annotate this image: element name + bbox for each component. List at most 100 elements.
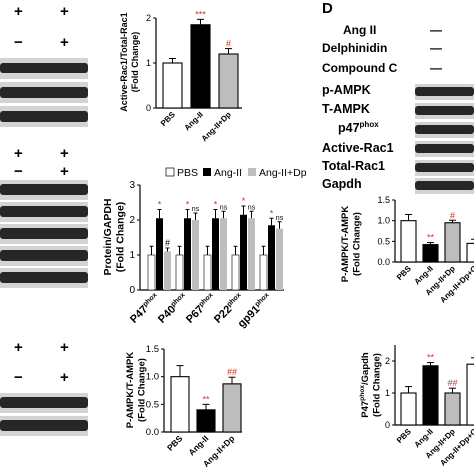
y-axis-title: Protein/GAPDH xyxy=(102,198,114,275)
x-tick-label: Ang-II xyxy=(186,433,210,457)
bar-pbs xyxy=(400,220,417,263)
bar-p22-pbs xyxy=(231,254,240,291)
significance-marker: # xyxy=(450,210,455,220)
y-tick-label: 0 xyxy=(385,420,390,430)
row3-sign-bottom-1: − xyxy=(14,369,23,386)
bar-ang-ii xyxy=(422,244,439,263)
row2-sign-top-2: + xyxy=(60,145,69,162)
bar-p47-pbs xyxy=(147,254,156,291)
blot-band xyxy=(0,206,88,217)
significance-marker: ** xyxy=(202,394,210,404)
bar-p47-ang-ii xyxy=(156,218,163,290)
row2-sign-bottom-2: + xyxy=(60,163,69,180)
blot-band xyxy=(415,144,474,153)
significance-marker: # xyxy=(165,238,170,248)
legend-label-pbs: PBS xyxy=(177,167,198,179)
row1-sign-bottom-2: + xyxy=(60,34,69,51)
y-tick-label: 2 xyxy=(146,13,151,23)
blot-label-p47: p47phox xyxy=(338,120,379,135)
bar-p40-ang-ii-dp xyxy=(192,220,199,290)
treatment-value-compound-c: — xyxy=(430,61,442,75)
x-tick-label: Ang-II+Dp xyxy=(200,110,233,143)
blot-band xyxy=(0,63,88,73)
bar-ang-ii-dp xyxy=(218,53,239,109)
bar-gp91-ang-ii-dp xyxy=(276,228,283,290)
bar-ang-ii xyxy=(190,24,211,109)
bar-ang-ii xyxy=(422,365,439,426)
bar-p67-ang-ii-dp xyxy=(220,218,227,290)
panel-d-treatments: Ang II — Delphinidin — Compound C — xyxy=(322,23,442,75)
bar-p22-ang-ii-dp xyxy=(248,218,255,290)
significance-marker: ## xyxy=(227,367,237,377)
panel-d-blot-labels: p-AMPK T-AMPK p47phox Active-Rac1 Total-… xyxy=(322,83,394,191)
bar-p22-ang-ii xyxy=(240,214,247,290)
bar-pbs xyxy=(170,376,190,433)
significance-marker: *** xyxy=(195,9,206,19)
ampk-chart: 0.0 0.5 1.0 1.5 P-AMPK/T-AMPK (Fold Change) PB… xyxy=(125,344,242,469)
x-tick-label: PBS xyxy=(159,110,177,128)
row2-sign-top-1: + xyxy=(14,145,23,162)
panel-d-letter: D xyxy=(322,0,333,17)
y-axis-title: P47phox/Gapdh xyxy=(359,352,371,418)
row1-sign-top-2: + xyxy=(60,3,69,20)
blot-band xyxy=(415,163,474,172)
legend-swatch-pbs xyxy=(165,167,175,177)
bar-pbs xyxy=(400,392,417,426)
row3-blot: + + − + xyxy=(0,339,88,436)
blot-band xyxy=(0,397,88,408)
bar-p40-ang-ii xyxy=(184,218,191,290)
blot-label-active-rac1: Active-Rac1 xyxy=(322,141,394,155)
significance-marker: * xyxy=(186,200,190,210)
y-tick-label: 1 xyxy=(385,388,390,398)
bar-ang-ii-dp xyxy=(444,222,461,263)
bar-ang-ii-dp xyxy=(222,383,242,433)
y-axis-subtitle: (Fold Change) xyxy=(130,32,140,93)
y-tick-label: 1.0 xyxy=(146,372,159,383)
significance-marker: # xyxy=(226,39,231,49)
blot-band xyxy=(415,181,474,190)
nox-chart: 0 1 2 3 Protein/GAPDH (Fold Change) * # P47phox *… xyxy=(102,180,284,330)
row2-blot: + + − + xyxy=(0,145,88,288)
significance-marker: ** xyxy=(427,353,435,363)
significance-marker: ns xyxy=(192,206,200,213)
y-axis-subtitle: (Fold Change) xyxy=(115,202,127,273)
significance-marker: ns xyxy=(276,215,284,222)
row1-sign-top-1: + xyxy=(14,3,23,20)
row2-sign-bottom-1: − xyxy=(14,163,23,180)
bar-pbs xyxy=(162,62,183,109)
d-ampk-chart: 0.0 0.5 1.0 1.5 P-AMPK/T-AMPK (Fold Change) PB… xyxy=(340,195,474,305)
bar-gp91-pbs xyxy=(259,254,268,291)
x-tick-label: PBS xyxy=(395,264,413,282)
bar-p67-ang-ii xyxy=(212,218,219,290)
rac1-chart: 0 1 2 Active-Rac1/Total-Rac1 (Fold Change) PB… xyxy=(119,9,242,143)
y-tick-label: 1.5 xyxy=(146,344,159,355)
treatment-label-delphinidin: Delphinidin xyxy=(322,41,387,55)
bar-p47-ang-ii-dp xyxy=(164,251,171,290)
bar-ang-ii-dp-c xyxy=(466,242,474,263)
blot-label-t-ampk: T-AMPK xyxy=(322,102,370,116)
significance-marker: * xyxy=(214,200,218,210)
y-axis-subtitle: (Fold Change) xyxy=(372,353,383,417)
bar-ang-ii-dp-c xyxy=(466,363,474,426)
y-tick-label: 2 xyxy=(129,215,135,226)
treatment-label-compound-c: Compound C xyxy=(322,61,398,75)
significance-marker: * xyxy=(242,196,246,206)
significance-marker: ns xyxy=(248,204,256,211)
treatment-value-ang-ii: — xyxy=(430,23,442,37)
panel-d-blots xyxy=(415,84,474,194)
row3-sign-bottom-2: + xyxy=(60,369,69,386)
y-tick-label: 1 xyxy=(129,250,135,261)
legend-swatch-dp xyxy=(248,168,256,176)
x-tick-label: P67phox xyxy=(184,292,218,326)
y-tick-label: 1 xyxy=(146,58,151,68)
bar-p67-pbs xyxy=(203,254,212,291)
blot-band xyxy=(0,250,88,261)
y-axis-title: P-AMPK/T-AMPK xyxy=(340,206,351,283)
significance-marker: ** xyxy=(427,233,435,243)
y-axis-subtitle: (Fold Change) xyxy=(137,358,148,422)
x-tick-label: Ang-II xyxy=(183,110,205,132)
y-tick-label: 1.0 xyxy=(377,216,390,226)
bar-ang-ii xyxy=(196,409,216,433)
